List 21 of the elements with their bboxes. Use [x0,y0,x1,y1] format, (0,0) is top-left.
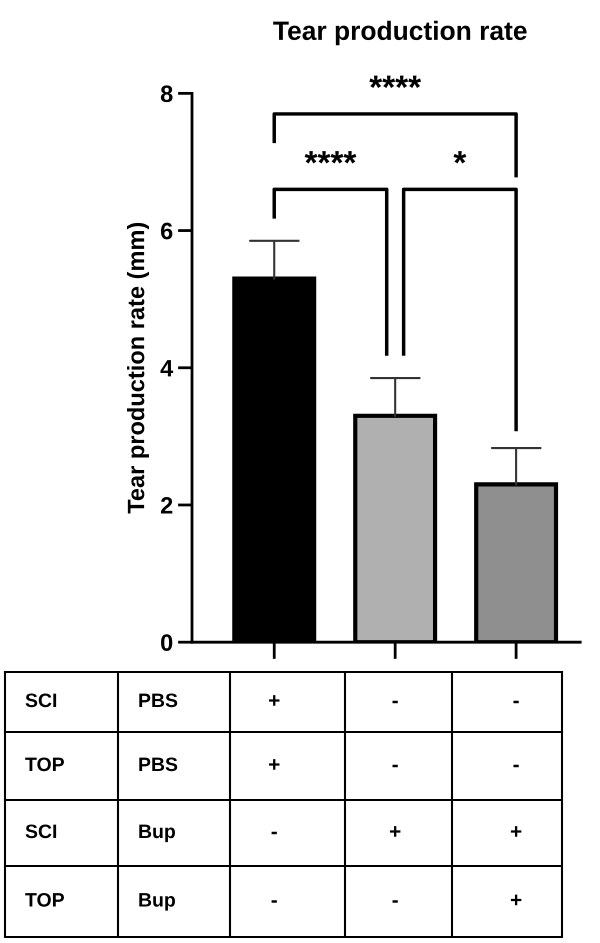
y-tick-label: 8 [160,85,173,102]
text: TOP [25,757,64,772]
annotation: * [453,151,466,164]
y-tick-label: 4 [160,360,174,376]
text: Bup [139,893,175,911]
text: Bup [139,824,175,842]
text: PBS [139,693,178,708]
chart-title: Tear production rate [273,20,527,46]
category-label: - - + + [510,700,522,906]
y-tick-label: 6 [160,222,172,240]
text: PBS [139,757,178,772]
text: SCI [26,693,56,708]
category-label: - - + - [390,700,400,903]
text: TOP [25,892,64,907]
y-axis-title: Tear production rate (mm) [127,222,150,514]
category-label: + + - - [269,695,280,903]
text: SCI [26,824,56,838]
text: **** [369,76,422,88]
y-tick-label: 0 [161,634,172,651]
annotation: **** [304,151,356,164]
y-tick-label: 2 [160,497,172,514]
